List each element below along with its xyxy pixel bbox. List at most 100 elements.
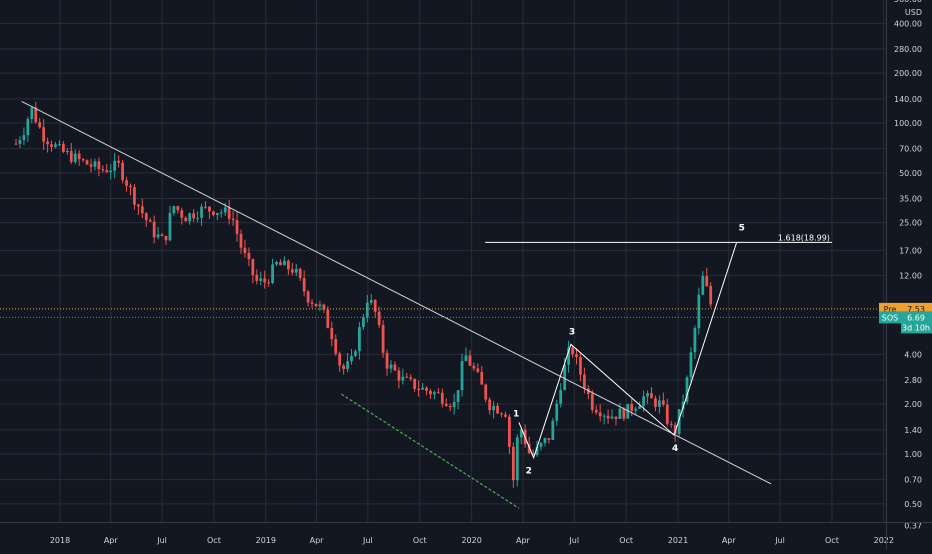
- candle-body: [484, 384, 488, 400]
- candle-body: [223, 207, 227, 213]
- y-tick-label: 0.37: [904, 521, 922, 530]
- candle-body: [192, 213, 196, 219]
- candle-body: [148, 220, 152, 222]
- candle-body: [377, 311, 381, 326]
- candle-body: [547, 438, 551, 440]
- y-tick-label: 70.00: [899, 145, 922, 154]
- candle-body: [113, 160, 117, 171]
- x-tick-label: Jul: [156, 536, 167, 545]
- y-tick-label: 280.00: [894, 45, 922, 54]
- candle-body: [622, 408, 626, 419]
- candle-body: [346, 361, 349, 369]
- candle-body: [302, 278, 306, 292]
- candle-body: [369, 300, 373, 303]
- candle-body: [93, 161, 97, 167]
- candle-body: [614, 416, 618, 419]
- wave-label-3: 3: [569, 327, 575, 337]
- candle-body: [251, 259, 255, 275]
- prev-close-value: 7.53: [907, 305, 925, 314]
- annotation-layer: 1.618(18.99) 1 2 3 4 5: [0, 100, 886, 509]
- y-tick-label: USD: [905, 8, 922, 17]
- candle-body: [594, 409, 598, 413]
- support-trendline[interactable]: [341, 393, 520, 509]
- candle-body: [121, 162, 124, 181]
- resistance-trendline[interactable]: [21, 100, 772, 485]
- candle-body: [196, 217, 199, 219]
- candle-body: [176, 206, 180, 211]
- candle-body: [630, 403, 634, 411]
- candle-body: [239, 233, 243, 248]
- candle-body: [543, 438, 547, 443]
- candle-body: [409, 377, 413, 379]
- y-tick-label: 0.50: [904, 500, 922, 509]
- candle-body: [515, 437, 519, 481]
- candle-body: [160, 234, 164, 236]
- candle-body: [188, 213, 192, 222]
- candle-body: [215, 213, 219, 215]
- candle-body: [180, 210, 184, 218]
- x-tick-label: 2020: [461, 536, 481, 545]
- candle-body: [298, 268, 302, 279]
- candle-body: [571, 347, 574, 355]
- candle-body: [306, 291, 310, 303]
- x-tick-label: Oct: [619, 536, 633, 545]
- elliott-wave-path[interactable]: [518, 242, 738, 460]
- candle-body: [172, 206, 176, 214]
- candle-body: [184, 217, 188, 222]
- candle-body: [650, 393, 653, 399]
- x-tick-label: Jul: [362, 536, 373, 545]
- candle-body: [290, 269, 294, 273]
- wave-label-1: 1: [513, 410, 519, 420]
- candle-body: [709, 285, 713, 305]
- candle-body: [480, 371, 484, 385]
- y-tick-label: 35.00: [899, 194, 922, 203]
- candle-body: [77, 153, 81, 160]
- candle-body: [504, 414, 507, 417]
- candle-body: [46, 141, 49, 145]
- x-tick-label: 2018: [50, 536, 70, 545]
- y-tick-label: 4.00: [904, 350, 922, 359]
- y-tick-label: 25.00: [899, 219, 922, 228]
- candle-body: [152, 221, 156, 238]
- y-tick-label: 100.00: [894, 119, 922, 128]
- last-price-value: 6.69: [907, 313, 925, 322]
- candle-body: [677, 409, 681, 434]
- x-tick-label: Apr: [722, 536, 737, 545]
- x-tick-label: Jul: [568, 536, 579, 545]
- candle-body: [618, 408, 622, 419]
- candle-body: [156, 234, 160, 238]
- candle-body: [654, 398, 657, 407]
- candle-body: [697, 294, 701, 329]
- candle-body: [385, 352, 389, 369]
- y-tick-label: 140.00: [894, 95, 922, 104]
- candle-body: [54, 144, 57, 147]
- candle-body: [255, 274, 259, 281]
- candle-body: [109, 170, 113, 173]
- candle-body: [583, 374, 586, 389]
- candle-body: [393, 364, 397, 371]
- candle-body: [673, 424, 677, 434]
- candle-body: [81, 159, 85, 161]
- symbol-tag-label: SOS: [882, 313, 898, 322]
- candle-body: [211, 211, 215, 215]
- candle-body: [144, 213, 148, 221]
- candle-body: [105, 170, 109, 173]
- candle-body: [358, 327, 361, 352]
- candle-body: [440, 392, 444, 404]
- candle-body: [535, 446, 539, 456]
- candle-body: [476, 368, 480, 372]
- x-tick-label: 2022: [874, 536, 894, 545]
- candle-body: [567, 347, 570, 365]
- candle-body: [468, 355, 472, 366]
- y-tick-label: 0.70: [904, 476, 922, 485]
- candle-body: [342, 365, 346, 369]
- candle-body: [334, 338, 338, 354]
- candle-body: [500, 413, 503, 415]
- candle-body: [34, 107, 38, 123]
- candle-body: [705, 276, 709, 286]
- x-tick-label: 2021: [668, 536, 688, 545]
- wave-label-2: 2: [526, 467, 532, 477]
- candle-body: [646, 393, 649, 397]
